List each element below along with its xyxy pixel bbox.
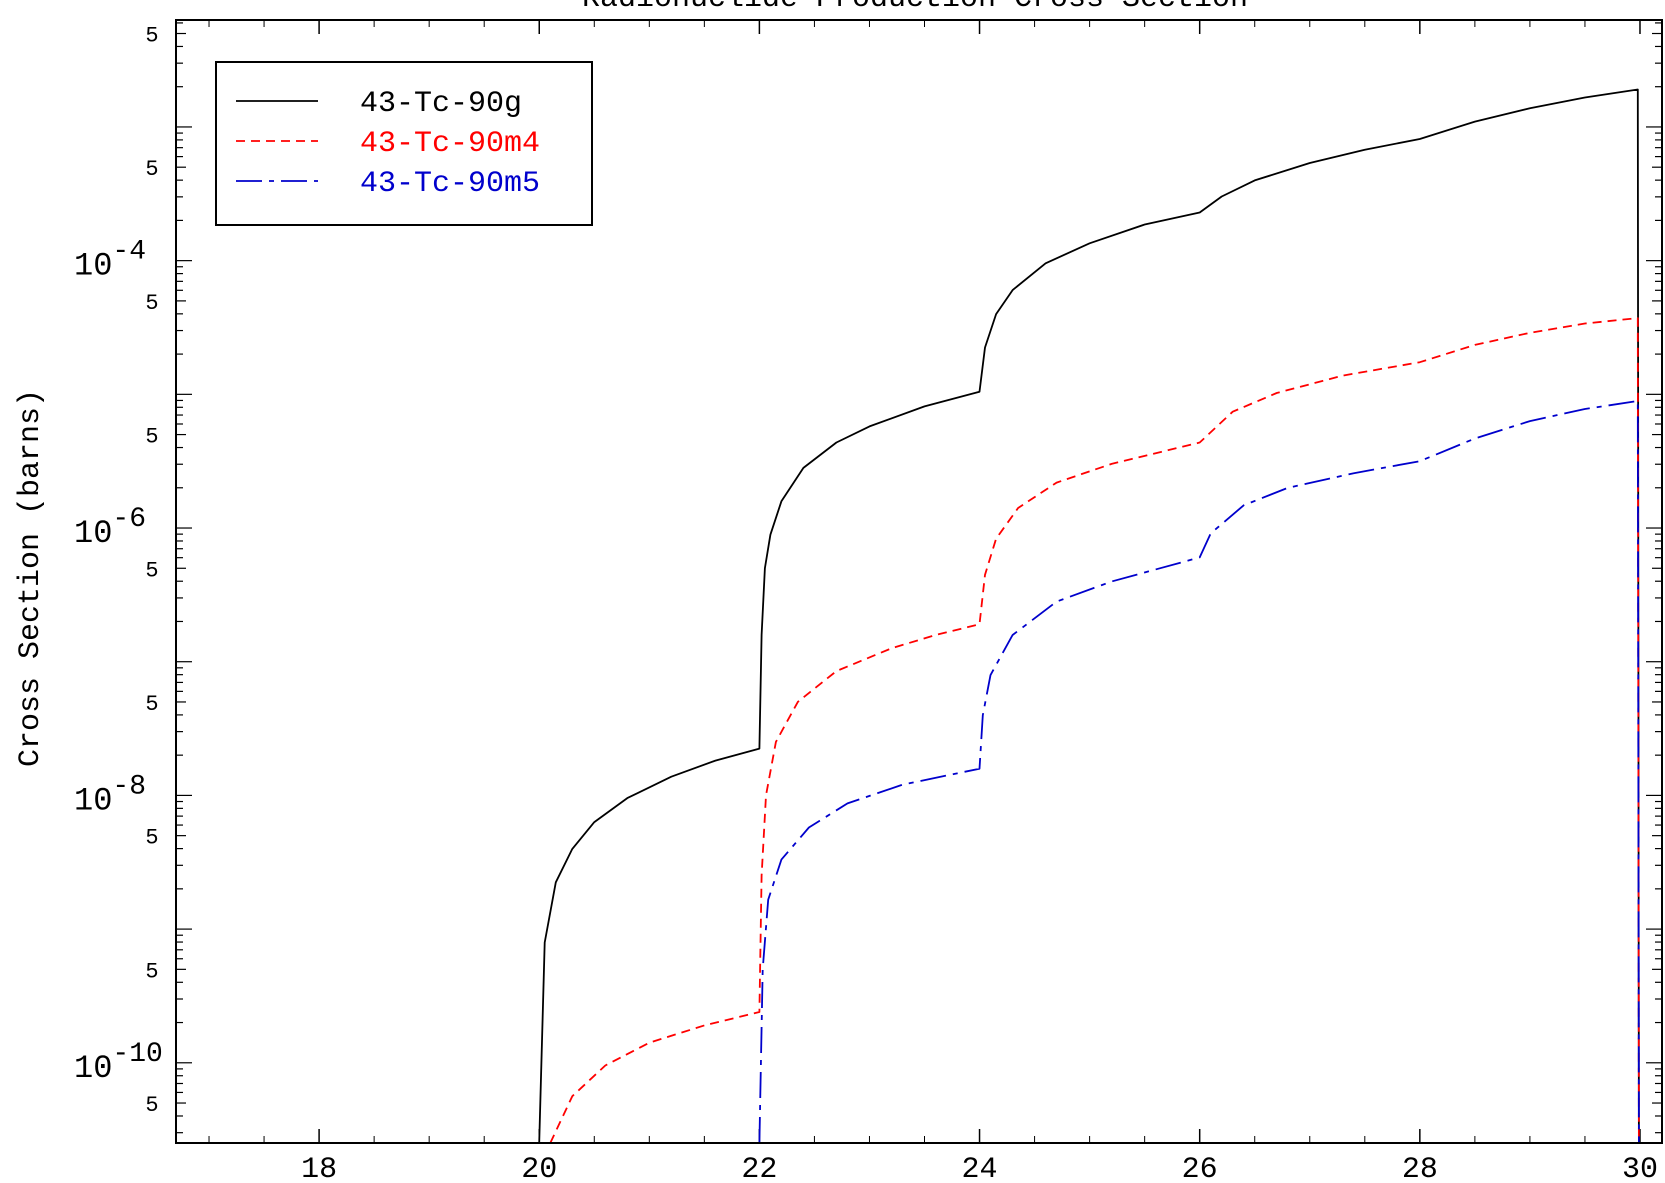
y-minor-label-five: 5 bbox=[145, 959, 158, 984]
y-minor-label-five: 5 bbox=[145, 558, 158, 583]
y-minor-label-five: 5 bbox=[145, 826, 158, 851]
y-decade-label: 10-4 bbox=[74, 237, 146, 285]
y-minor-label-five: 5 bbox=[145, 1093, 158, 1118]
y-axis-label: Cross Section (barns) bbox=[14, 389, 48, 767]
x-tick-label: 18 bbox=[301, 1153, 337, 1183]
y-minor-label-five: 5 bbox=[145, 291, 158, 316]
series-line-43-Tc-90m4 bbox=[549, 317, 1640, 1144]
legend-label: 43-Tc-90m5 bbox=[360, 167, 540, 201]
legend-label: 43-Tc-90g bbox=[360, 87, 522, 121]
series-line-43-Tc-90m5 bbox=[758, 400, 1640, 1144]
x-tick-label: 20 bbox=[521, 1153, 557, 1183]
y-minor-label-five: 5 bbox=[145, 24, 158, 49]
y-decade-label: 10-8 bbox=[74, 771, 146, 819]
x-tick-label: 30 bbox=[1622, 1153, 1658, 1183]
legend: 43-Tc-90g 43-Tc-90m4 43-Tc-90m5 bbox=[215, 61, 593, 226]
chart-title: Radionuclide Production Cross Section bbox=[582, 0, 1248, 16]
y-decade-label: 10-10 bbox=[74, 1039, 163, 1087]
y-minor-label-five: 5 bbox=[145, 157, 158, 182]
series-line-43-Tc-90g bbox=[538, 88, 1640, 1144]
y-minor-label-five: 5 bbox=[145, 425, 158, 450]
axis-ticks-layer: 18 20 22 24 26 28 30 5 5 5 5 5 5 5 5 5 10-4 10-6 10-8 10-10 bbox=[74, 20, 1662, 1183]
x-tick-label: 28 bbox=[1402, 1153, 1438, 1183]
x-tick-label: 22 bbox=[741, 1153, 777, 1183]
series-layer bbox=[538, 88, 1640, 1144]
y-minor-label-five: 5 bbox=[145, 692, 158, 717]
y-decade-label: 10-6 bbox=[74, 504, 146, 552]
legend-label: 43-Tc-90m4 bbox=[360, 127, 540, 161]
plot-frame bbox=[175, 19, 1663, 1144]
legend-box bbox=[215, 61, 593, 226]
x-tick-label: 24 bbox=[962, 1153, 998, 1183]
x-tick-label: 26 bbox=[1182, 1153, 1218, 1183]
